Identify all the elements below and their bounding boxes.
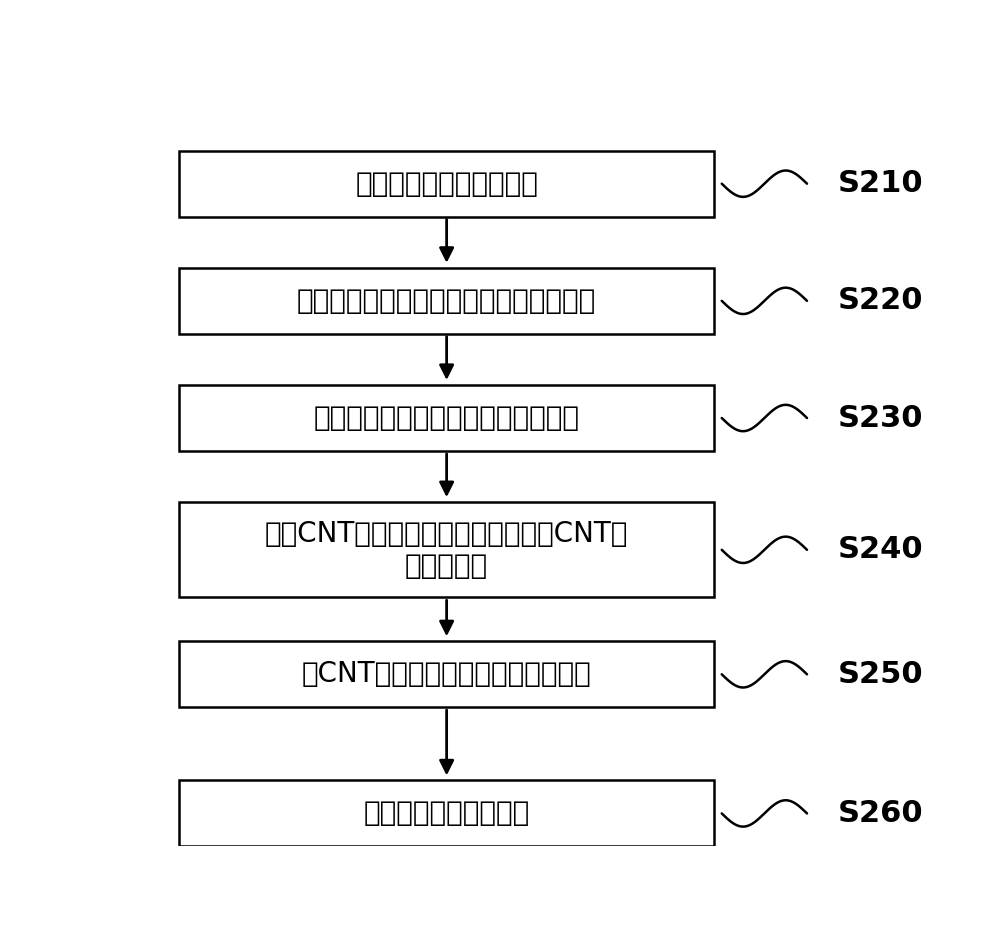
Text: 在基片上形成透明聚合物薄膜基底层: 在基片上形成透明聚合物薄膜基底层 (314, 404, 580, 432)
Bar (179, 268, 714, 334)
Bar (179, 151, 714, 217)
Text: S220: S220 (838, 286, 924, 316)
Text: S240: S240 (838, 535, 924, 564)
Text: S250: S250 (838, 660, 924, 689)
Bar (179, 641, 714, 708)
Text: S260: S260 (838, 799, 924, 828)
Text: 提供经过清洗处理的基片: 提供经过清洗处理的基片 (355, 169, 538, 198)
Bar (179, 385, 714, 451)
Text: S210: S210 (838, 169, 924, 198)
Text: 通过含氟硅烷溶液对基片进行疏水性处理: 通过含氟硅烷溶液对基片进行疏水性处理 (297, 287, 596, 315)
Text: 在CNT薄膜层上形成聚合物热弹性层: 在CNT薄膜层上形成聚合物热弹性层 (302, 660, 592, 689)
Text: 通过CNT溶液在聚合物基底层上形成CNT薄
膜光吸收层: 通过CNT溶液在聚合物基底层上形成CNT薄 膜光吸收层 (265, 519, 628, 580)
Text: S230: S230 (838, 403, 924, 433)
Text: 去除所有疏水性的基片: 去除所有疏水性的基片 (364, 800, 530, 827)
Bar (179, 781, 714, 846)
Bar (179, 502, 714, 597)
